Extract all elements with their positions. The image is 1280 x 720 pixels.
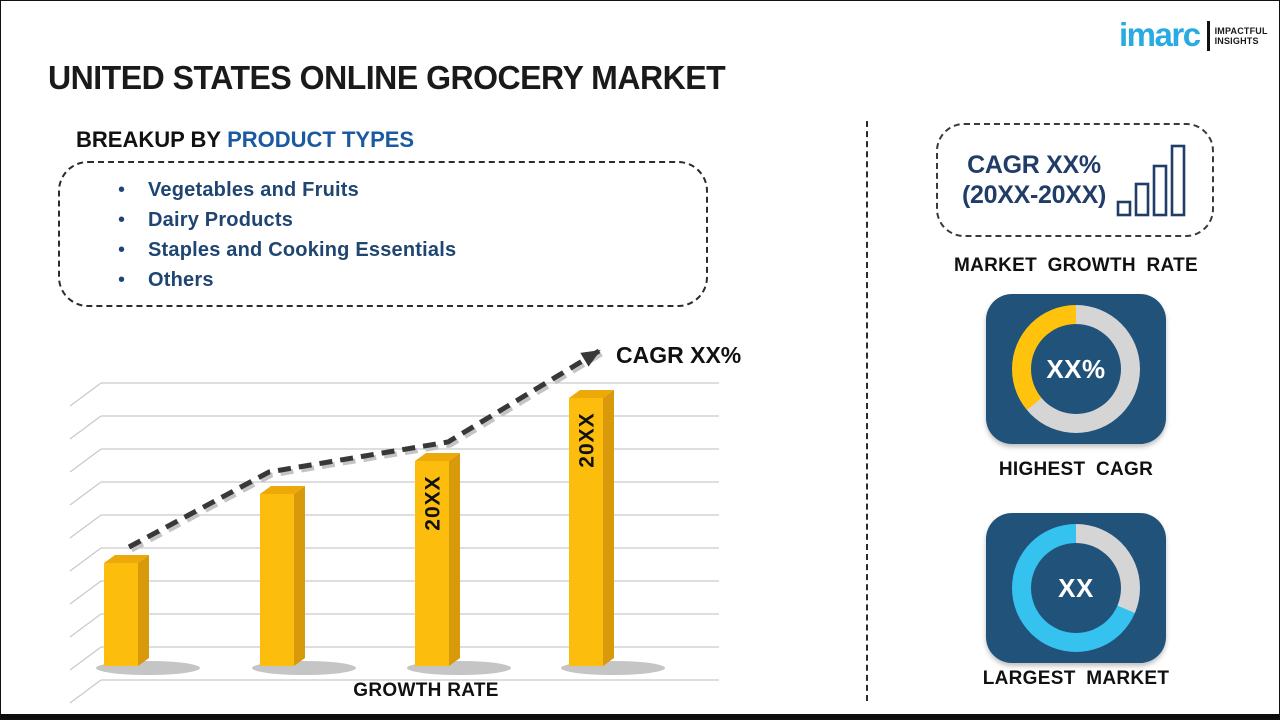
bar-side-face	[294, 486, 305, 666]
list-item: • Others	[118, 265, 706, 295]
largest-market-donut: XX	[1012, 524, 1140, 652]
bar-chart-icon	[1116, 144, 1186, 217]
grid-tick	[69, 679, 102, 704]
bar-front-face	[415, 461, 449, 666]
bar-label: 20XX	[576, 412, 599, 467]
logo-tagline: IMPACTFUL INSIGHTS	[1215, 26, 1268, 47]
donut-hole: XX	[1031, 543, 1121, 633]
highest-cagr-label: HIGHEST CAGR	[998, 459, 1154, 480]
trend-line-shadow	[130, 351, 603, 553]
donut-value: XX	[1058, 572, 1094, 603]
bar-side-face	[449, 453, 460, 666]
bullet-icon: •	[118, 268, 126, 291]
grid-tick	[69, 646, 102, 671]
trend-arrowhead-icon	[580, 349, 601, 367]
growth-rate-chart: 20XX 20XX	[69, 348, 719, 704]
logo-tagline-line1: IMPACTFUL	[1214, 25, 1268, 36]
market-growth-rate-label: MARKET GROWTH RATE	[953, 255, 1199, 276]
list-item: • Staples and Cooking Essentials	[118, 235, 706, 265]
chart-xaxis-label: GROWTH RATE	[353, 680, 499, 701]
chart-trend-label: CAGR XX%	[616, 342, 742, 368]
logo-tagline-line2: INSIGHTS	[1214, 36, 1259, 46]
breakup-heading-highlight: PRODUCT TYPES	[227, 127, 415, 152]
product-type-label: Staples and Cooking Essentials	[148, 238, 457, 261]
list-item: • Dairy Products	[118, 205, 706, 235]
bar-front-face	[569, 398, 603, 666]
cagr-line1: CAGR XX%	[967, 150, 1101, 179]
product-type-label: Vegetables and Fruits	[148, 178, 359, 201]
donut-hole: XX%	[1031, 324, 1121, 414]
grid-tick	[69, 580, 102, 605]
grid-tick	[69, 448, 102, 473]
bar-side-face	[138, 555, 149, 666]
largest-market-label: LARGEST MARKET	[982, 668, 1170, 689]
highest-cagr-donut: XX%	[1012, 305, 1140, 433]
imarc-logo: imarc IMPACTFUL INSIGHTS	[1119, 17, 1268, 51]
grid-tick	[69, 613, 102, 638]
product-types-box: • Vegetables and Fruits • Dairy Products…	[58, 161, 708, 307]
bar-top-face	[569, 390, 614, 398]
bar-top-face	[415, 453, 460, 461]
highest-cagr-card: XX%	[986, 294, 1166, 444]
cagr-value-text: CAGR XX% (20XX-20XX)	[962, 150, 1106, 211]
bottom-border-bar	[1, 714, 1279, 719]
bar-label: 20XX	[422, 475, 445, 530]
donut-value: XX%	[1046, 353, 1106, 384]
bullet-icon: •	[118, 208, 126, 231]
bar-front-face	[104, 563, 138, 666]
grid-tick	[69, 514, 102, 539]
bar-top-face	[104, 555, 149, 563]
list-item: • Vegetables and Fruits	[118, 175, 706, 205]
market-growth-rate-box: CAGR XX% (20XX-20XX)	[936, 123, 1214, 237]
bullet-icon: •	[118, 178, 126, 201]
cagr-line2: (20XX-20XX)	[962, 181, 1106, 209]
breakup-heading-prefix: BREAKUP BY	[76, 127, 222, 152]
breakup-heading: BREAKUP BY PRODUCT TYPES	[76, 127, 414, 153]
bar-side-face	[603, 390, 614, 666]
grid-tick	[69, 415, 102, 440]
largest-market-card: XX	[986, 513, 1166, 663]
grid-tick	[69, 382, 102, 407]
trend-line	[127, 348, 601, 550]
page-title: UNITED STATES ONLINE GROCERY MARKET	[48, 59, 726, 96]
logo-divider	[1206, 21, 1210, 51]
section-divider	[866, 121, 868, 701]
bar-top-face	[260, 486, 305, 494]
bullet-icon: •	[118, 238, 126, 261]
grid-tick	[69, 481, 102, 506]
product-type-label: Dairy Products	[148, 208, 294, 231]
bar-front-face	[260, 494, 294, 666]
product-type-label: Others	[148, 268, 214, 291]
imarc-brand-text: imarc	[1119, 15, 1201, 53]
grid-tick	[69, 547, 102, 572]
